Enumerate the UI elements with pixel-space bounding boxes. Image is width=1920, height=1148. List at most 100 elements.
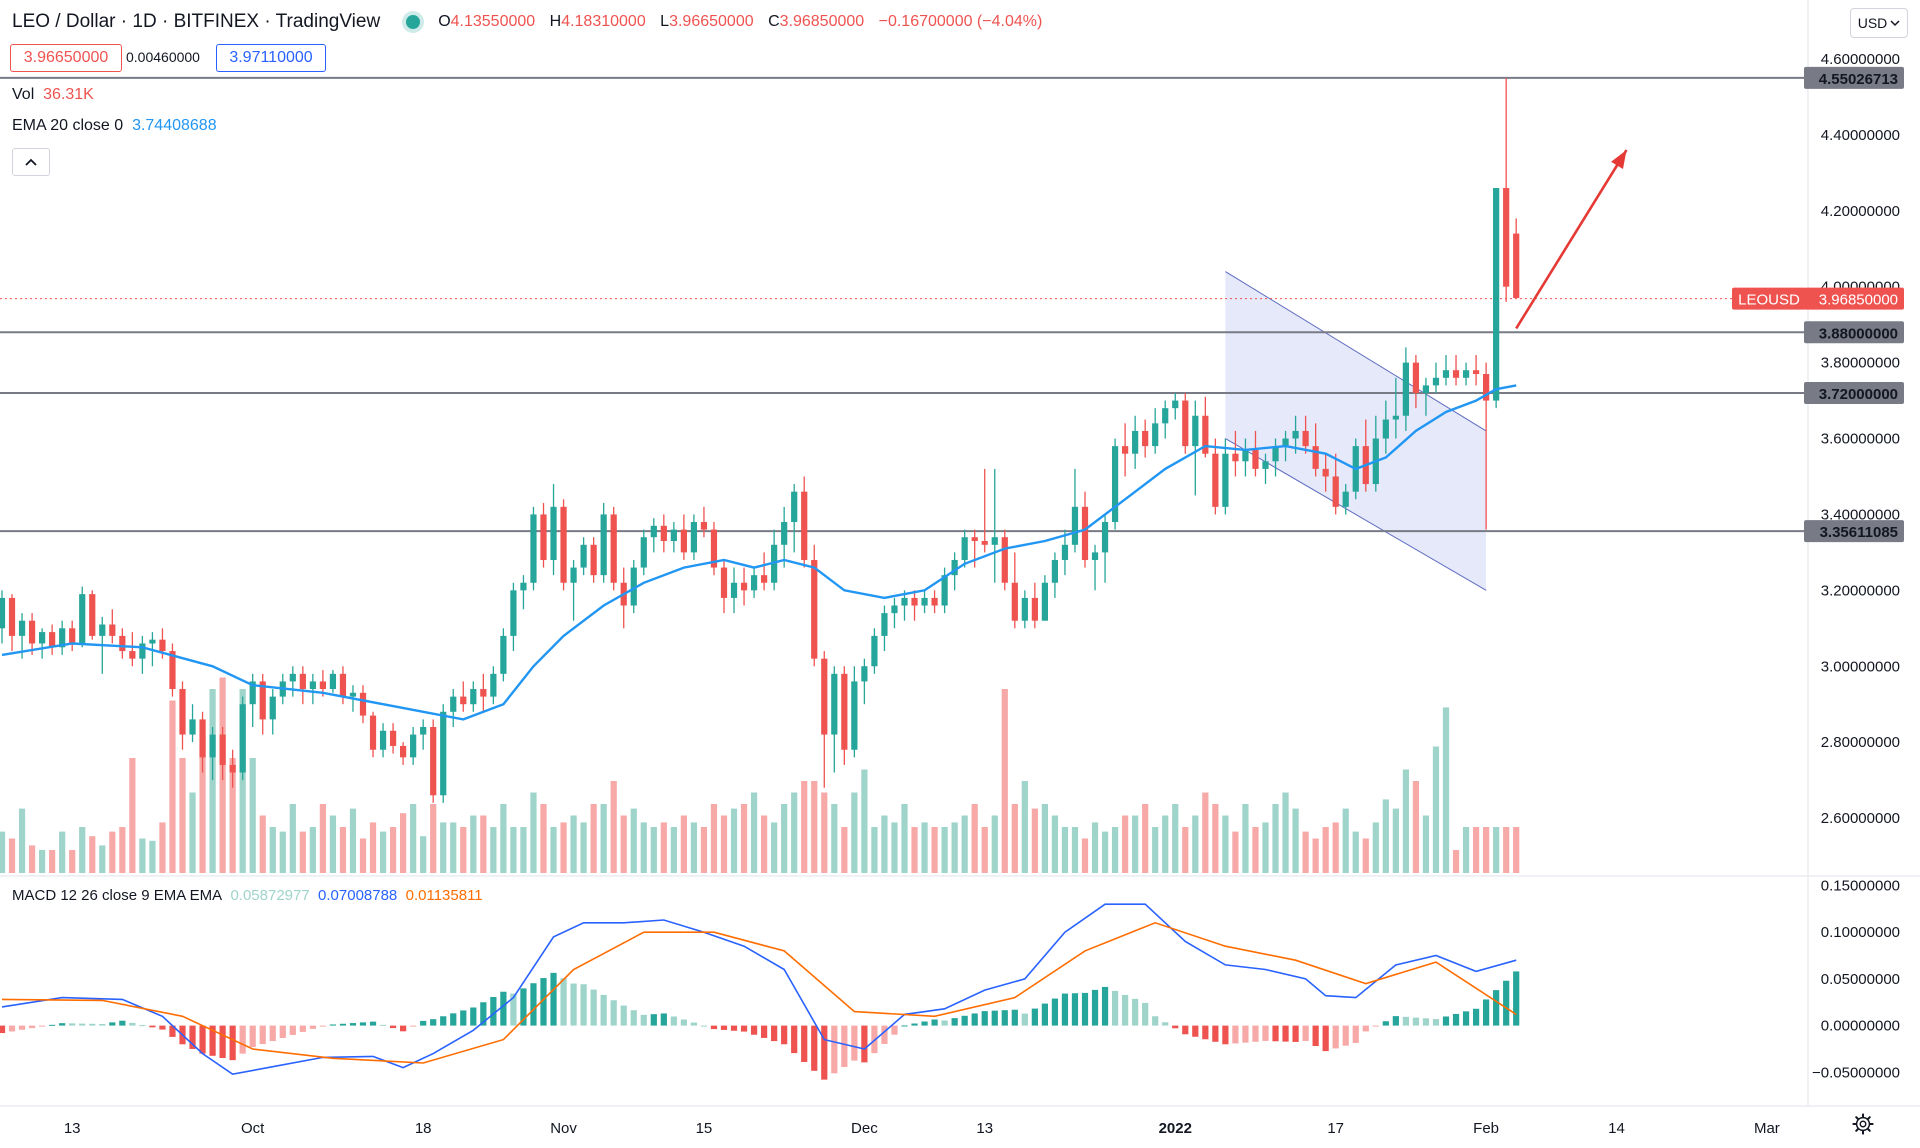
candle-body <box>490 673 497 697</box>
candle-body <box>1091 552 1099 560</box>
macd-histogram-bar <box>199 1025 206 1054</box>
volume-bar <box>1483 827 1490 873</box>
collapse-legend-button[interactable] <box>12 148 50 176</box>
currency-dropdown[interactable]: USD <box>1850 8 1908 38</box>
candle-body <box>1493 188 1500 401</box>
macd-histogram-bar <box>28 1025 36 1029</box>
price-tick-label: 4.60000000 <box>1821 51 1900 68</box>
volume-bar <box>1452 850 1460 873</box>
macd-histogram-bar <box>1232 1025 1239 1044</box>
volume-bar <box>510 827 517 873</box>
macd-histogram-bar <box>109 1022 116 1026</box>
gear-icon[interactable] <box>1852 1113 1874 1135</box>
volume-bar <box>1232 831 1239 873</box>
macd-histogram-bar <box>1382 1021 1389 1026</box>
price-tick-label: 3.00000000 <box>1821 658 1900 675</box>
macd-histogram-bar <box>400 1025 407 1032</box>
volume-bar <box>530 792 537 873</box>
volume-bar <box>1122 815 1129 873</box>
macd-histogram-bar <box>891 1025 898 1035</box>
macd-signal-value: 0.01135811 <box>405 887 483 904</box>
volume-legend[interactable]: Vol 36.31K <box>12 86 94 103</box>
volume-bar <box>1472 827 1480 873</box>
candle-body <box>1051 559 1059 583</box>
volume-bar <box>771 822 778 873</box>
volume-bar <box>339 827 347 873</box>
macd-histogram-bar <box>1182 1025 1189 1035</box>
macd-histogram-bar <box>821 1025 828 1080</box>
sell-price-box[interactable]: 3.96650000 <box>10 44 122 72</box>
price-tick-label: 2.60000000 <box>1821 810 1900 827</box>
macd-histogram-bar <box>1202 1025 1209 1040</box>
candle-body <box>259 681 266 720</box>
volume-bar <box>430 804 437 873</box>
volume-bar <box>1352 831 1359 873</box>
candle-body <box>1292 430 1299 439</box>
candle-body <box>1182 400 1189 447</box>
macd-histogram-bar <box>1222 1025 1229 1045</box>
volume-bar <box>229 758 236 873</box>
time-tick-label: Dec <box>851 1120 878 1137</box>
macd-histogram-bar <box>1252 1025 1259 1042</box>
candle-body <box>369 715 377 750</box>
candle-body <box>1202 415 1209 454</box>
volume-bar <box>1192 815 1199 873</box>
macd-pane <box>0 903 1520 1080</box>
volume-bar <box>169 700 176 873</box>
macd-histogram-bar <box>219 1025 226 1058</box>
macd-histogram-bar <box>590 989 597 1026</box>
time-axis[interactable]: 13 Oct 18 Nov 15 Dec 13 2022 17 Feb 14 Mar <box>64 1120 1780 1137</box>
volume-bar <box>570 815 577 873</box>
symbol-tag-label: LEOUSD <box>1738 292 1800 309</box>
time-tick-label: 14 <box>1608 1120 1625 1137</box>
symbol-title[interactable]: LEO / Dollar · 1D · BITFINEX · TradingVi… <box>12 11 381 32</box>
candle-body <box>1262 461 1269 469</box>
macd-histogram-bar <box>1462 1011 1470 1026</box>
macd-histogram-bar <box>610 1000 617 1026</box>
volume-bar <box>1332 822 1339 873</box>
volume-bar <box>1212 804 1219 873</box>
candle-body <box>1322 468 1329 477</box>
macd-histogram-bar <box>981 1011 988 1026</box>
candle-body <box>1432 377 1440 386</box>
volume-bar <box>901 804 908 873</box>
macd-histogram-bar <box>1292 1025 1299 1042</box>
volume-bar <box>460 827 467 873</box>
candle-body <box>1342 491 1349 507</box>
macd-histogram-bar <box>189 1025 196 1049</box>
candle-body <box>590 544 597 576</box>
price-axis[interactable]: 4.600000004.400000004.200000004.00000000… <box>1732 51 1904 1081</box>
candle-body <box>1252 449 1259 469</box>
candle-body <box>801 491 808 560</box>
macd-tick-label: 0.15000000 <box>1821 877 1900 894</box>
macd-histogram-bar <box>39 1025 46 1027</box>
candle-body <box>791 491 798 523</box>
volume-bar <box>1382 799 1389 873</box>
volume-bar <box>680 815 687 873</box>
macd-histogram-bar <box>811 1025 818 1071</box>
candle-body <box>149 639 156 644</box>
volume-bar <box>420 836 427 873</box>
macd-line <box>1 903 1517 1076</box>
macd-histogram-bar <box>259 1025 266 1045</box>
volume-bar <box>650 827 657 873</box>
time-tick-label: Nov <box>550 1120 577 1137</box>
volume-bar <box>1422 815 1430 873</box>
candle-body <box>420 726 427 735</box>
candle-body <box>219 734 226 765</box>
candle-body <box>179 689 186 735</box>
volume-bar <box>440 822 447 873</box>
level-price-label: 3.72000000 <box>1819 386 1898 403</box>
time-tick-label: 13 <box>976 1120 993 1137</box>
ema-legend[interactable]: EMA 20 close 0 3.74408688 <box>12 117 217 134</box>
volume-bar <box>49 850 56 873</box>
buy-price-box[interactable]: 3.97110000 <box>216 44 326 72</box>
macd-legend[interactable]: MACD 12 26 close 9 EMA EMA 0.05872977 0.… <box>12 887 483 904</box>
macd-histogram-bar <box>379 1024 387 1026</box>
candle-body <box>921 597 928 606</box>
candle-body <box>730 582 738 598</box>
candle-body <box>1081 506 1089 560</box>
macd-histogram-bar <box>410 1025 417 1027</box>
last-price-label: 3.96850000 <box>1819 292 1898 309</box>
